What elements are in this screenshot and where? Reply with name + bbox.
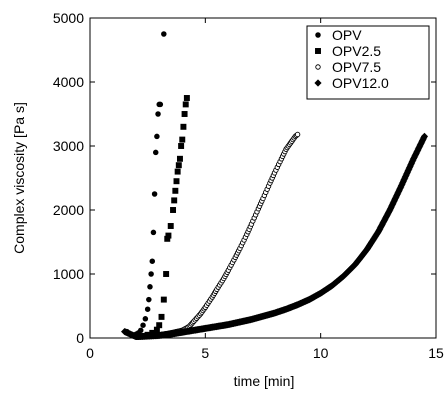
legend-marker <box>314 79 322 87</box>
data-point <box>156 322 163 329</box>
data-point <box>165 232 172 239</box>
series-opv12-0 <box>121 132 429 340</box>
data-point <box>161 31 167 37</box>
y-tick-label: 1000 <box>53 266 84 282</box>
axis-ticks: 0 5 10 15 0 1000 2000 3000 4000 5000 <box>53 10 444 361</box>
data-point <box>158 313 165 320</box>
data-point <box>181 111 188 117</box>
legend-marker <box>315 64 321 70</box>
data-point <box>151 191 158 197</box>
x-tick-label: 10 <box>313 345 329 361</box>
data-point <box>183 95 190 101</box>
legend-box <box>306 25 430 100</box>
data-point <box>155 111 161 117</box>
data-point <box>180 123 187 130</box>
data-point <box>142 316 149 322</box>
data-point <box>152 149 159 156</box>
x-axis-title: time [min] <box>234 373 295 389</box>
legend-marker <box>315 32 321 38</box>
data-point <box>146 296 152 303</box>
data-point <box>170 207 177 213</box>
x-tick-label: 15 <box>428 345 444 361</box>
legend-label: OPV12.0 <box>332 75 389 91</box>
data-point <box>175 162 182 169</box>
series-opv7-5 <box>133 131 301 340</box>
legend-label: OPV2.5 <box>332 43 381 59</box>
data-point <box>178 143 185 149</box>
data-point <box>182 101 189 108</box>
series-layer <box>121 31 429 340</box>
y-tick-label: 0 <box>76 330 84 346</box>
data-point <box>149 258 156 264</box>
data-point <box>420 132 429 140</box>
data-point <box>154 133 160 140</box>
data-point <box>179 136 186 143</box>
data-point <box>160 296 167 303</box>
y-tick-label: 3000 <box>53 138 84 154</box>
data-point <box>140 322 146 328</box>
series-opv <box>124 31 167 338</box>
data-point <box>157 101 164 108</box>
data-point <box>150 229 157 236</box>
data-point <box>174 168 181 175</box>
data-point <box>147 284 153 290</box>
data-point <box>176 155 183 162</box>
data-point <box>164 235 171 242</box>
data-point <box>171 197 178 204</box>
data-point <box>173 178 180 185</box>
legend-label: OPV7.5 <box>332 59 381 75</box>
data-point <box>148 271 154 277</box>
x-tick-label: 5 <box>201 345 209 361</box>
legend-marker <box>315 48 321 54</box>
data-point <box>144 306 151 312</box>
data-point <box>172 187 179 194</box>
plot-frame <box>89 17 437 339</box>
data-point <box>153 326 160 333</box>
data-point <box>167 223 174 229</box>
y-tick-label: 2000 <box>53 202 84 218</box>
x-tick-label: 0 <box>86 345 94 361</box>
legend-label: OPV <box>332 27 362 43</box>
data-point <box>137 327 144 334</box>
y-tick-label: 5000 <box>53 10 84 26</box>
data-point <box>163 271 170 277</box>
data-point <box>294 131 301 138</box>
y-axis-title: Complex viscosity [Pa s] <box>11 102 27 254</box>
series-opv2-5 <box>140 95 190 340</box>
y-tick-label: 4000 <box>53 74 84 90</box>
